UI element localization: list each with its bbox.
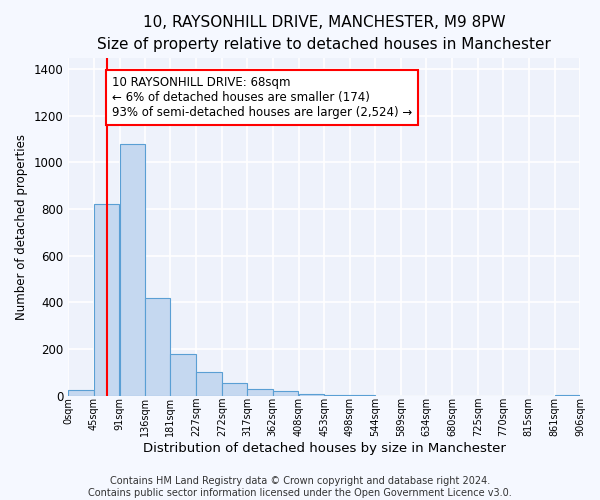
Bar — [145, 298, 170, 396]
Text: Contains HM Land Registry data © Crown copyright and database right 2024.
Contai: Contains HM Land Registry data © Crown c… — [88, 476, 512, 498]
Text: 10 RAYSONHILL DRIVE: 68sqm
← 6% of detached houses are smaller (174)
93% of semi: 10 RAYSONHILL DRIVE: 68sqm ← 6% of detac… — [112, 76, 412, 119]
Bar — [222, 382, 247, 396]
Bar — [272, 392, 298, 396]
Bar — [94, 204, 119, 396]
Bar — [247, 388, 272, 396]
Bar — [196, 372, 222, 396]
Bar — [170, 354, 196, 396]
Bar — [68, 390, 94, 396]
Bar — [299, 394, 324, 396]
X-axis label: Distribution of detached houses by size in Manchester: Distribution of detached houses by size … — [143, 442, 506, 455]
Y-axis label: Number of detached properties: Number of detached properties — [15, 134, 28, 320]
Bar — [554, 395, 580, 396]
Bar — [119, 144, 145, 396]
Title: 10, RAYSONHILL DRIVE, MANCHESTER, M9 8PW
Size of property relative to detached h: 10, RAYSONHILL DRIVE, MANCHESTER, M9 8PW… — [97, 15, 551, 52]
